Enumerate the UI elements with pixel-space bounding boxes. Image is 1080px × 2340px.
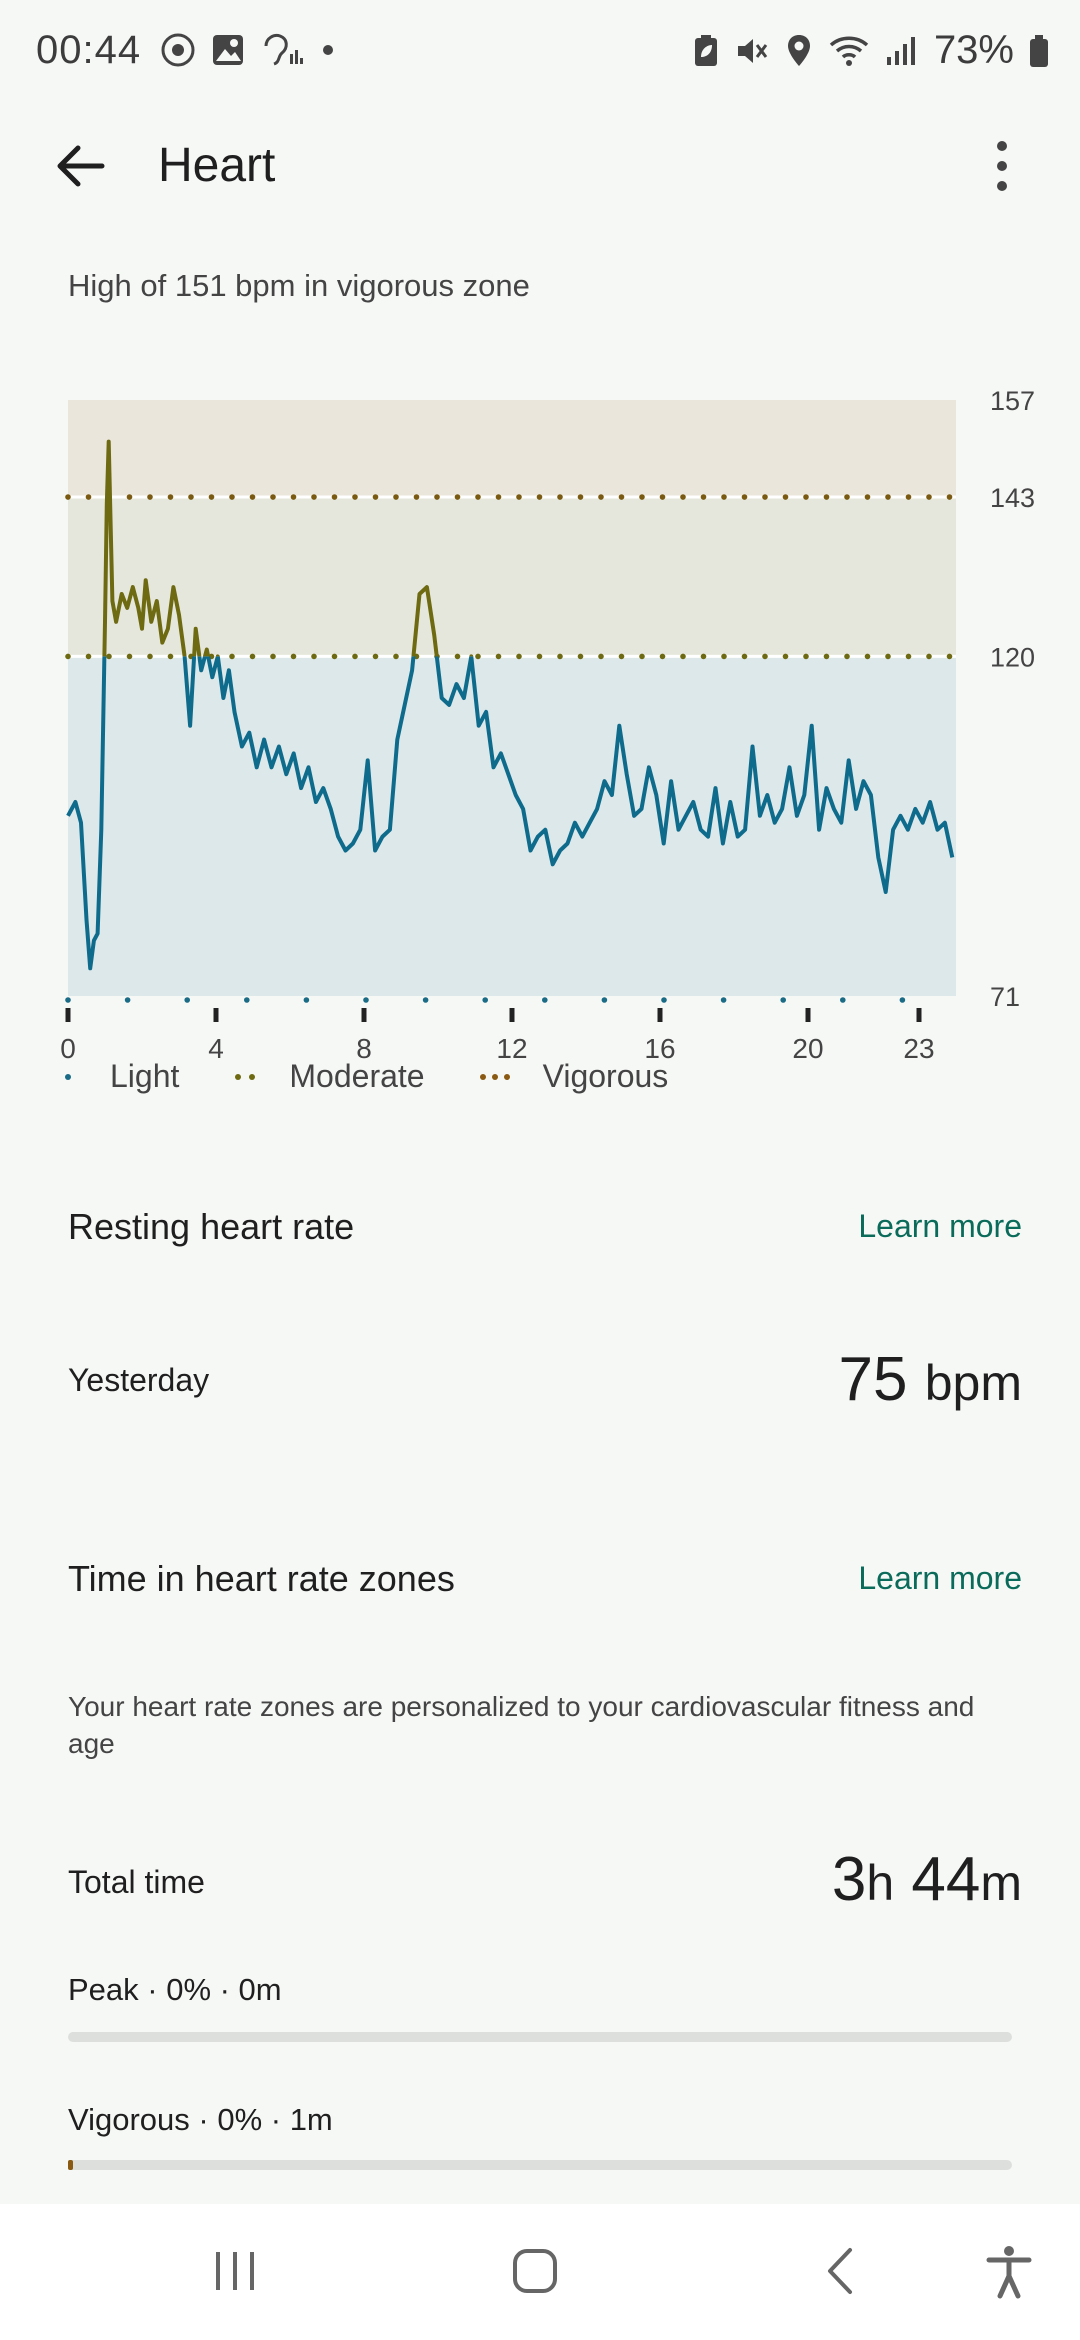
total-minutes: 44 xyxy=(911,1845,981,1914)
battery-icon xyxy=(1028,33,1050,69)
gallery-icon xyxy=(210,32,246,68)
x-tick-label-4: 16 xyxy=(644,1033,675,1064)
resting-value: 75 bpm xyxy=(839,1344,1022,1415)
battery-percent: 73% xyxy=(933,28,1014,72)
home-icon[interactable] xyxy=(510,2246,560,2301)
x-tick-label-5: 20 xyxy=(792,1033,823,1064)
legend-marker-light xyxy=(65,1073,71,1080)
time-in-zones-title: Time in heart rate zones xyxy=(68,1558,455,1599)
resting-value-unit: bpm xyxy=(924,1355,1022,1411)
mute-icon xyxy=(734,33,770,69)
legend-marker-vigorous xyxy=(479,1073,510,1080)
chart-legend: Light Moderate Vigorous xyxy=(60,1058,722,1095)
zone-bar-fill-vigorous xyxy=(68,2160,73,2170)
legend-item-vigorous: Vigorous xyxy=(479,1058,669,1095)
total-time-value: 3h 44m xyxy=(832,1844,1022,1915)
heart-rate-line-elevated xyxy=(102,439,474,657)
x-tick-label-2: 8 xyxy=(356,1033,372,1064)
heart-rate-chart: 157 143 120 71 0 4 8 12 16 20 23 xyxy=(60,386,1035,1064)
x-tick-mark-0 xyxy=(65,1008,71,1022)
resting-heart-rate-title: Resting heart rate xyxy=(68,1206,355,1247)
zone-band-vigorous xyxy=(68,400,956,498)
moderate-threshold-line xyxy=(65,653,953,660)
page-title: Heart xyxy=(158,139,276,192)
light-baseline-dots xyxy=(65,997,906,1003)
legend-marker-moderate xyxy=(235,1073,256,1080)
back-icon[interactable] xyxy=(820,2246,860,2301)
total-hours: 3 xyxy=(831,1845,867,1914)
app-bar: Heart xyxy=(0,100,1080,230)
resting-learn-more-link[interactable]: Learn more xyxy=(858,1208,1022,1244)
back-arrow-icon[interactable] xyxy=(50,136,110,196)
zone-bar-peak xyxy=(68,2032,1012,2042)
signal-icon xyxy=(884,33,920,69)
x-tick-label-1: 4 xyxy=(208,1033,224,1064)
zone-label-peak: Peak · 0% · 0m xyxy=(68,1972,282,2007)
system-nav-bar xyxy=(0,2204,1080,2340)
hearing-icon xyxy=(260,32,304,68)
y-tick-label-0: 157 xyxy=(990,386,1035,416)
heart-summary: High of 151 bpm in vigorous zone xyxy=(68,268,530,303)
heart-rate-line-light xyxy=(66,656,955,971)
dot-icon xyxy=(318,32,338,68)
wifi-icon xyxy=(828,33,870,69)
legend-item-moderate: Moderate xyxy=(233,1058,425,1095)
x-tick-mark-6 xyxy=(916,1008,922,1022)
location-icon xyxy=(784,33,814,69)
status-bar: 00:44 73% xyxy=(0,0,1080,100)
zone-band-moderate xyxy=(68,497,956,657)
more-options-icon[interactable] xyxy=(982,136,1022,196)
zones-learn-more-link[interactable]: Learn more xyxy=(858,1560,1022,1596)
resting-value-number: 75 xyxy=(838,1345,908,1414)
legend-label-moderate: Moderate xyxy=(289,1058,425,1094)
total-hours-unit: h xyxy=(866,1855,895,1911)
x-tick-label-6: 23 xyxy=(903,1033,934,1064)
legend-label-vigorous: Vigorous xyxy=(542,1058,669,1094)
zone-bar-vigorous xyxy=(68,2160,1012,2170)
x-tick-mark-1 xyxy=(213,1008,219,1022)
zone-label-vigorous: Vigorous · 0% · 1m xyxy=(68,2102,333,2137)
y-tick-label-2: 120 xyxy=(990,642,1035,672)
legend-item-light: Light xyxy=(60,1058,179,1095)
legend-label-light: Light xyxy=(110,1058,180,1094)
zones-description: Your heart rate zones are personalized t… xyxy=(68,1691,975,1759)
x-tick-mark-3 xyxy=(509,1008,515,1022)
x-tick-mark-4 xyxy=(657,1008,663,1022)
recent-apps-icon[interactable] xyxy=(210,2246,260,2301)
total-time-label: Total time xyxy=(68,1864,205,1900)
x-tick-label-3: 12 xyxy=(496,1033,527,1064)
status-time: 00:44 xyxy=(36,28,142,72)
record-icon xyxy=(160,32,196,68)
zone-band-light xyxy=(68,656,956,996)
x-tick-mark-2 xyxy=(361,1008,367,1022)
resting-row-label: Yesterday xyxy=(68,1362,210,1398)
total-minutes-unit: m xyxy=(980,1855,1022,1911)
x-tick-label-0: 0 xyxy=(60,1033,76,1064)
accessibility-icon[interactable] xyxy=(984,2244,1034,2305)
x-tick-mark-5 xyxy=(805,1008,811,1022)
y-tick-label-1: 143 xyxy=(990,483,1035,513)
y-tick-label-3: 71 xyxy=(990,982,1020,1012)
battery-saver-icon xyxy=(692,33,720,69)
